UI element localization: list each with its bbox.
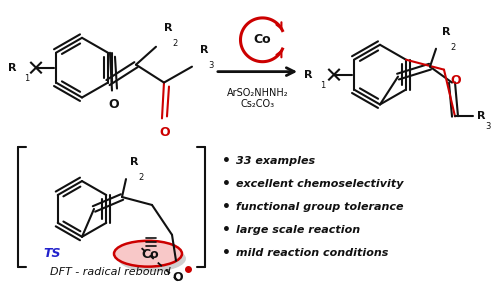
Text: 2: 2 [450, 43, 455, 52]
Text: O: O [108, 98, 120, 112]
Text: R: R [200, 45, 208, 55]
Text: 3: 3 [485, 122, 490, 131]
Text: 2: 2 [138, 173, 143, 182]
Text: ArSO₂NHNH₂: ArSO₂NHNH₂ [226, 88, 288, 98]
Text: Co: Co [254, 33, 272, 46]
Text: DFT - radical rebound: DFT - radical rebound [50, 267, 170, 277]
Text: TS: TS [44, 247, 61, 260]
Text: 1: 1 [320, 81, 326, 90]
Text: R: R [442, 27, 450, 37]
Text: •: • [222, 200, 231, 214]
Text: R: R [164, 23, 172, 33]
Text: •: • [222, 177, 231, 191]
Text: 2: 2 [172, 39, 177, 48]
Text: O: O [160, 126, 170, 139]
Text: functional group tolerance: functional group tolerance [236, 202, 404, 212]
Text: R: R [8, 63, 16, 73]
Text: •: • [222, 246, 231, 260]
Text: Co: Co [141, 248, 159, 261]
Text: mild reaction conditions: mild reaction conditions [236, 248, 388, 258]
Text: excellent chemoselectivity: excellent chemoselectivity [236, 179, 404, 189]
Text: 3: 3 [208, 61, 214, 70]
Text: Cs₂CO₃: Cs₂CO₃ [240, 100, 274, 110]
Text: •: • [222, 223, 231, 237]
Text: R: R [130, 157, 138, 167]
Text: O: O [450, 74, 460, 87]
Text: R: R [304, 70, 312, 79]
Text: •: • [222, 154, 231, 168]
Text: R: R [477, 111, 486, 121]
Text: large scale reaction: large scale reaction [236, 225, 360, 235]
Ellipse shape [118, 246, 186, 272]
Text: 1: 1 [24, 74, 30, 83]
Text: 33 examples: 33 examples [236, 156, 315, 166]
Ellipse shape [114, 241, 182, 267]
Text: O: O [172, 271, 184, 284]
